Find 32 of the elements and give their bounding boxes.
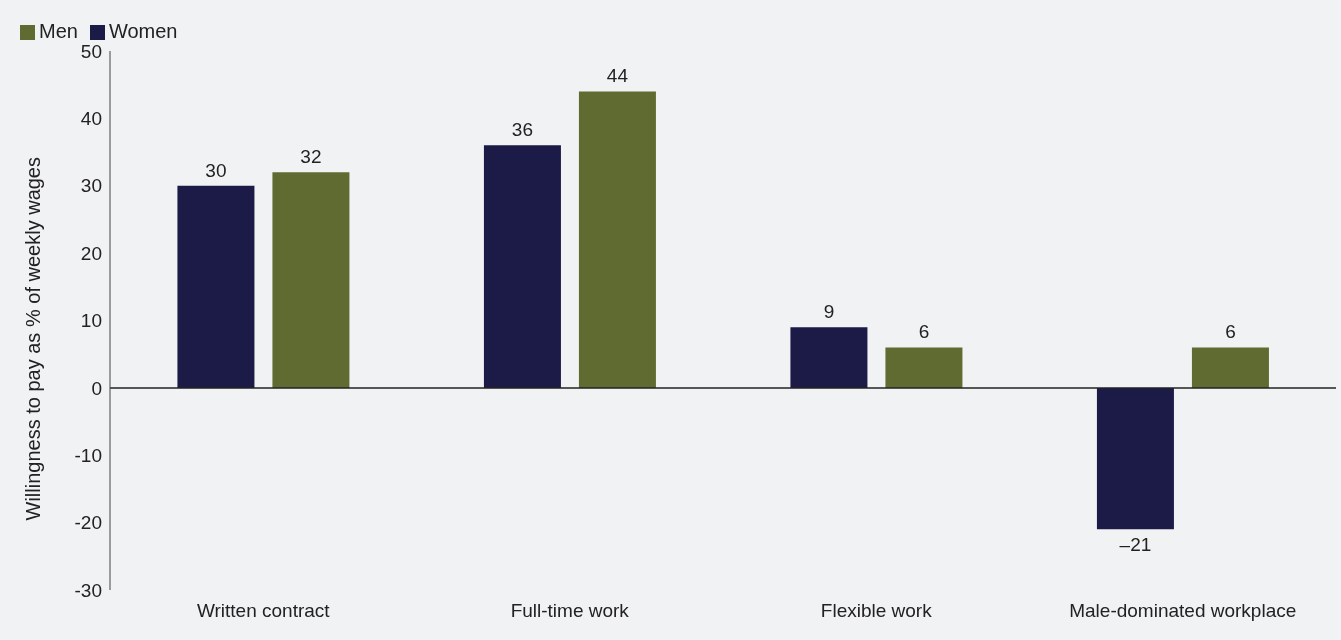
y-tick-label: -30 [74,579,102,601]
bar [177,185,255,388]
data-label: 36 [511,119,533,141]
data-label: 30 [205,159,227,181]
y-tick-label: 40 [80,108,102,130]
data-label: 6 [1225,321,1236,343]
bar [885,347,963,388]
bar [272,172,350,388]
y-tick-label: 0 [91,377,102,399]
x-tick-label: Flexible work [820,600,933,622]
x-tick-label: Male-dominated workplace [1069,600,1297,622]
x-tick-label: Full-time work [510,600,630,622]
x-tick-label: Written contract [196,600,331,622]
bar [1191,347,1269,388]
bar [790,327,868,388]
legend-label: Women [108,20,178,42]
y-axis-title: Willingness to pay as % of weekly wages [22,157,45,521]
y-tick-label: 10 [80,310,102,332]
bar [578,91,656,388]
y-tick-label: 50 [80,40,102,62]
bar [1096,387,1174,530]
legend-label: Men [39,20,78,42]
bar [483,145,561,388]
y-tick-label: 30 [80,175,102,197]
data-label: 9 [823,301,835,323]
data-label: –21 [1119,534,1152,556]
data-label: 44 [606,65,629,87]
y-tick-label: 20 [80,242,102,264]
data-label: 32 [300,146,322,168]
y-tick-label: -20 [74,512,102,534]
data-label: 6 [918,321,930,343]
y-tick-label: -10 [74,444,102,466]
